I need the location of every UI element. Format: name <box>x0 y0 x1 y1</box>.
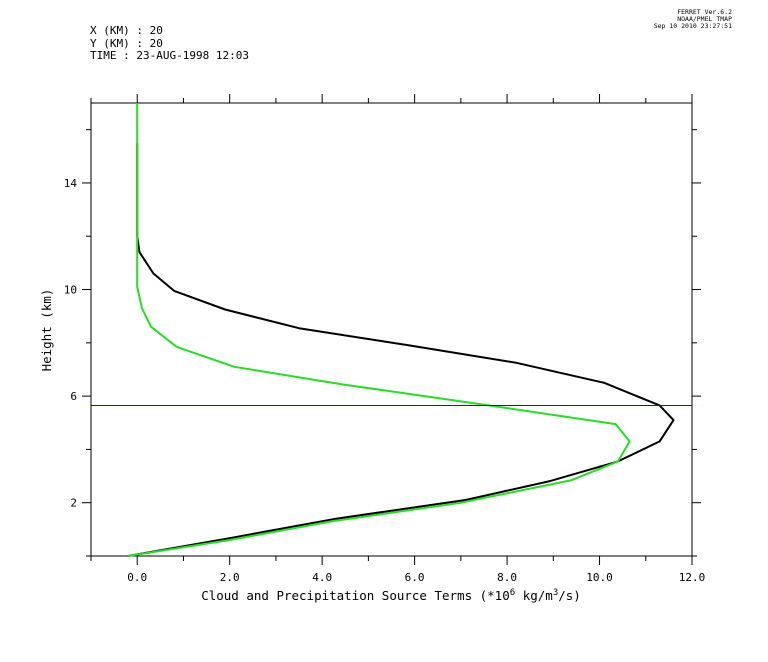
y-tick-label: 14 <box>64 177 78 190</box>
ferret-version-stamp: FERRET Ver.6.2 <box>677 8 732 16</box>
x-axis-label-unit-exponent: 3 <box>553 588 558 598</box>
x-tick-label: 4.0 <box>312 571 332 584</box>
y-axis-ticks: 2 6 10 14 <box>64 129 701 557</box>
x-axis-label-end: /s) <box>558 588 581 603</box>
x-axis-label-unit: kg/m <box>515 588 553 603</box>
y-tick-label: 6 <box>70 390 77 403</box>
x-tick-label: 8.0 <box>497 571 517 584</box>
y-tick-label: 10 <box>64 284 77 297</box>
x-axis-label-main: Cloud and Precipitation Source Terms (*1… <box>201 588 510 603</box>
x-tick-label: 2.0 <box>220 571 240 584</box>
header-time: TIME : 23-AUG-1998 12:03 <box>90 49 249 62</box>
series-layer <box>91 103 692 557</box>
x-axis-ticks: 0.0 2.0 4.0 6.0 8.0 10.0 12.0 <box>90 94 706 584</box>
x-axis-label-exponent: 6 <box>510 588 515 598</box>
header-x-coordinate: X (KM) : 20 <box>90 24 163 37</box>
header-y-coordinate: Y (KM) : 20 <box>90 37 163 50</box>
x-axis-label: Cloud and Precipitation Source Terms (*1… <box>201 588 581 603</box>
x-tick-label: 0.0 <box>127 571 147 584</box>
ferret-date-stamp: Sep 10 2010 23:27:51 <box>653 22 732 30</box>
ferret-lab-stamp: NOAA/PMEL TMAP <box>677 15 732 23</box>
y-axis-label: Height (km) <box>39 289 54 372</box>
series-line-1 <box>127 143 675 557</box>
series-line-2 <box>127 103 631 557</box>
x-tick-label: 6.0 <box>405 571 425 584</box>
x-tick-label: 10.0 <box>586 571 613 584</box>
plot-frame <box>90 102 693 557</box>
x-tick-label: 12.0 <box>679 571 706 584</box>
y-tick-label: 2 <box>70 497 77 510</box>
